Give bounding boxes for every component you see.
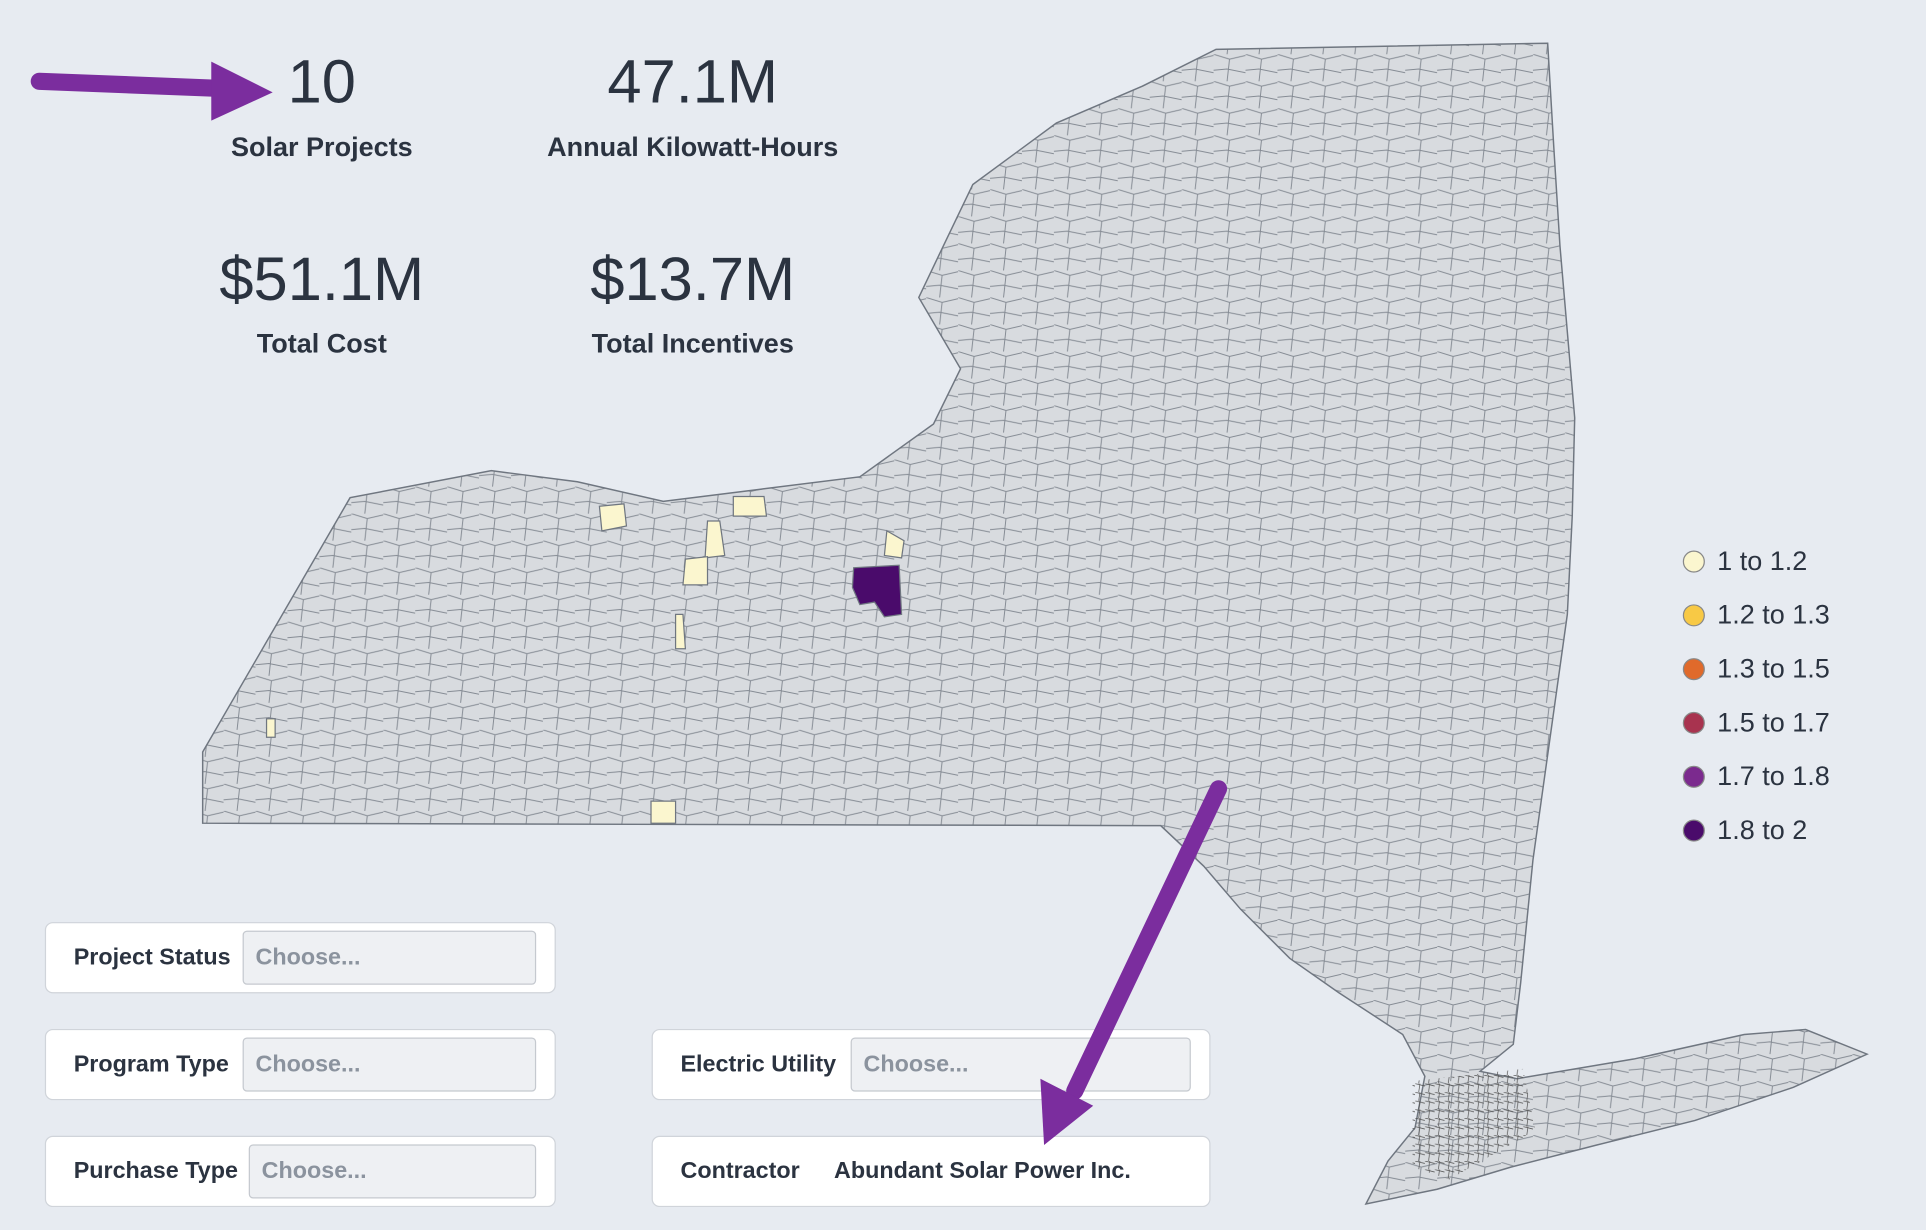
kpi-label: Total Incentives	[592, 329, 794, 359]
filters: Project Status Choose... Program Type Choos…	[44, 922, 1211, 1208]
kpis: 10 Solar Projects 47.1M Annual Kilowatt-…	[219, 47, 838, 358]
legend-swatch	[1682, 550, 1705, 573]
legend-label: 1.8 to 2	[1717, 815, 1807, 845]
filter-label: Contractor	[680, 1157, 799, 1183]
legend-swatch	[1682, 765, 1705, 788]
kpi-value[interactable]: $13.7M	[590, 245, 795, 314]
zip-boundaries	[202, 43, 1868, 1204]
select-placeholder[interactable]: Choose...	[255, 943, 360, 969]
filter-label: Electric Utility	[680, 1050, 836, 1076]
select-box[interactable]	[248, 1144, 537, 1199]
kpi-label: Annual Kilowatt-Hours	[547, 132, 838, 162]
legend-swatch	[1682, 604, 1705, 627]
select-placeholder[interactable]: Choose...	[262, 1157, 367, 1183]
filter-label: Program Type	[74, 1050, 229, 1076]
select-placeholder[interactable]: Choose...	[864, 1050, 969, 1076]
legend-label: 1.3 to 1.5	[1717, 654, 1830, 684]
kpi-value[interactable]: $51.1M	[219, 245, 424, 314]
kpi-value[interactable]: 47.1M	[607, 47, 778, 116]
select-box[interactable]	[242, 930, 537, 985]
legend-label: 1.5 to 1.7	[1717, 707, 1830, 737]
kpi-value[interactable]: 10	[288, 47, 356, 116]
map[interactable]	[201, 42, 1869, 1206]
select-box[interactable]	[242, 1037, 537, 1092]
kpi-label: Total Cost	[257, 329, 387, 359]
select-box[interactable]	[850, 1037, 1191, 1092]
legend-swatch	[1682, 658, 1705, 681]
highlighted-zips[interactable]	[265, 495, 905, 824]
filter-label: Purchase Type	[74, 1157, 238, 1183]
legend-label: 1.2 to 1.3	[1717, 600, 1830, 630]
select-placeholder[interactable]: Choose...	[255, 1050, 360, 1076]
legend-swatch	[1682, 711, 1705, 735]
filter-card	[651, 1135, 1211, 1208]
legend-label: 1 to 1.2	[1717, 546, 1807, 576]
filter-label: Project Status	[74, 943, 231, 969]
annotation-arrows	[30, 61, 1228, 1146]
select-value[interactable]: Abundant Solar Power Inc.	[834, 1157, 1131, 1183]
legend: 1 to 1.2 1.2 to 1.3 1.3 to 1.5 1.5 to 1.7 1.…	[1682, 546, 1830, 845]
kpi-label: Solar Projects	[231, 132, 413, 162]
nyc-zips	[1412, 1068, 1536, 1180]
legend-label: 1.7 to 1.8	[1717, 761, 1830, 791]
legend-swatch	[1682, 819, 1705, 842]
